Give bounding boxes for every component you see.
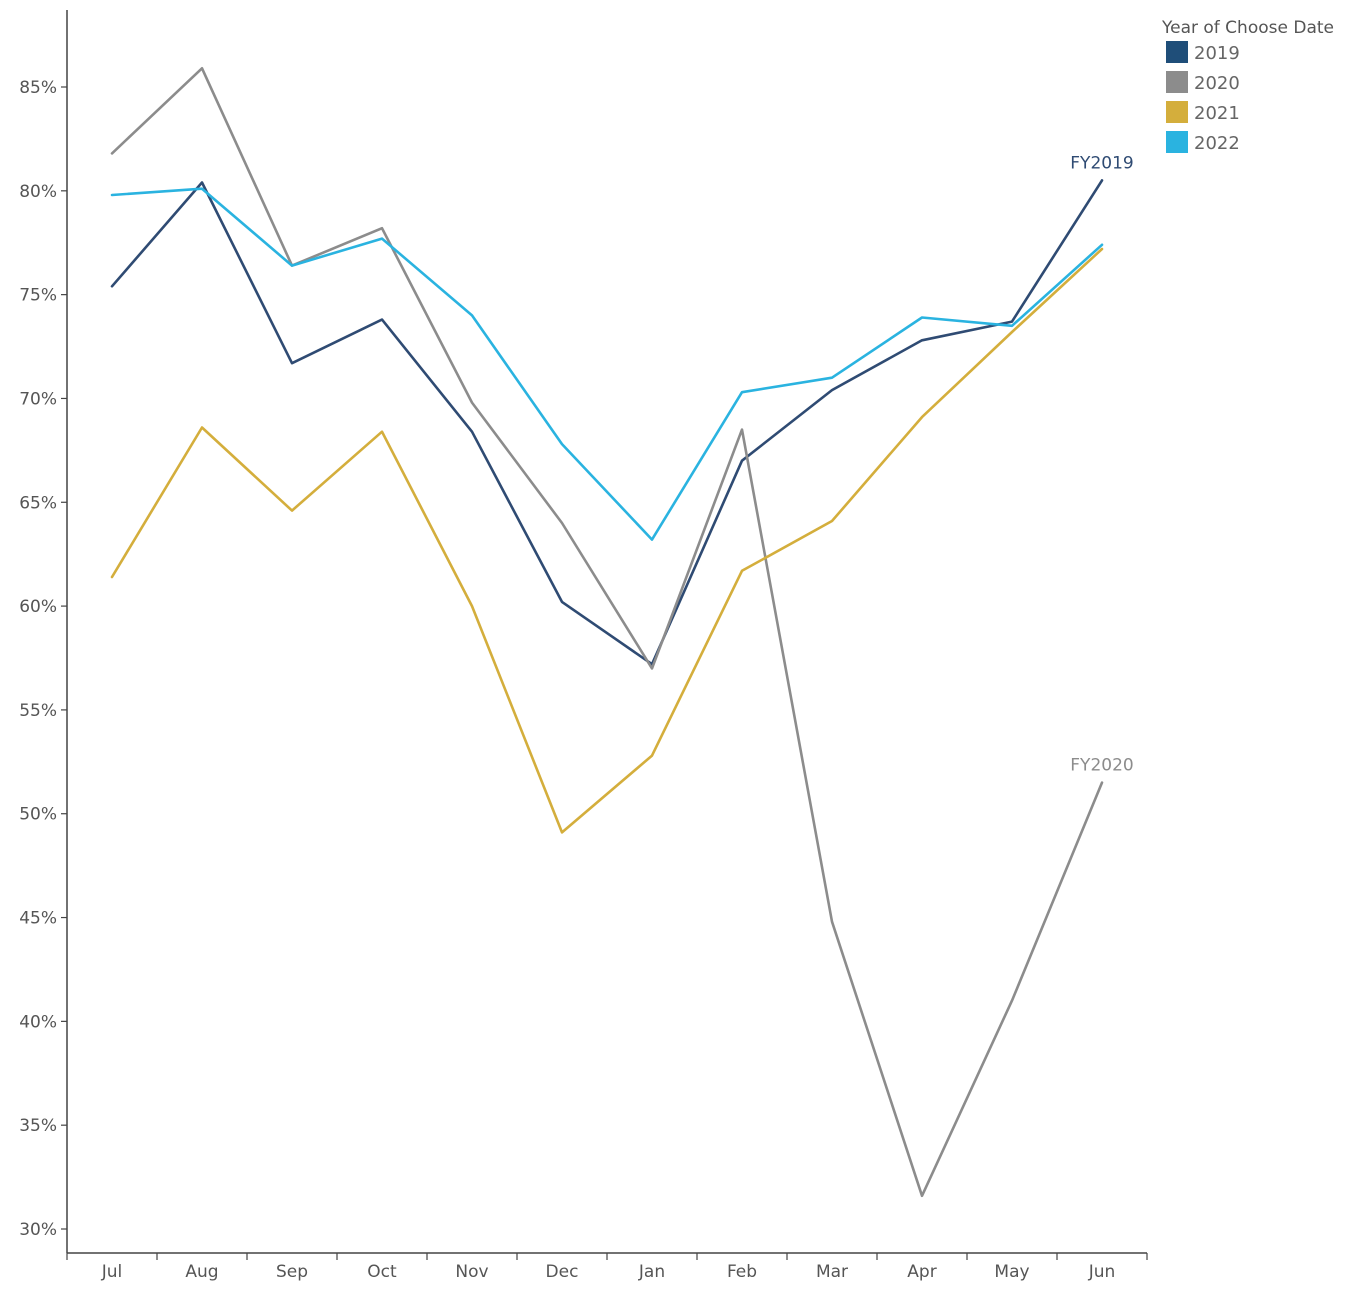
legend-label-2019: 2019 [1194, 43, 1240, 64]
y-tick-label: 85% [19, 78, 57, 98]
legend-swatch-2019 [1166, 41, 1188, 63]
legend-swatch-2022 [1166, 131, 1188, 153]
y-tick-label: 50% [19, 805, 57, 825]
y-tick-label: 55% [19, 701, 57, 721]
y-tick-label: 45% [19, 909, 57, 929]
y-tick-label: 35% [19, 1116, 57, 1136]
legend: Year of Choose Date 2019 2020 2021 2022 [1161, 18, 1334, 154]
legend-swatch-2020 [1166, 71, 1188, 93]
x-tick-label: May [994, 1262, 1029, 1282]
x-tick-label: Dec [546, 1262, 579, 1282]
y-tick-label: 60% [19, 597, 57, 617]
legend-swatch-2021 [1166, 101, 1188, 123]
annotation-fy2019: FY2019 [1070, 153, 1133, 173]
series-line-2022 [110, 187, 1104, 541]
x-tick-label: Apr [907, 1262, 936, 1282]
annotations: FY2019 FY2020 [1070, 153, 1133, 775]
y-tick-label: 75% [19, 286, 57, 306]
x-tick-label: Nov [455, 1262, 488, 1282]
y-tick-label: 80% [19, 182, 57, 202]
series-line-2019 [110, 179, 1104, 666]
x-tick-label: Jul [101, 1262, 123, 1282]
legend-label-2022: 2022 [1194, 133, 1240, 154]
y-tick-label: 40% [19, 1012, 57, 1032]
legend-title: Year of Choose Date [1161, 18, 1334, 38]
legend-label-2020: 2020 [1194, 73, 1240, 94]
x-tick-label: Jan [638, 1262, 665, 1282]
annotation-fy2020: FY2020 [1070, 756, 1133, 776]
x-tick-label: Jun [1088, 1262, 1116, 1282]
series-lines [110, 67, 1104, 1198]
series-line-2021 [110, 247, 1104, 834]
x-tick-label: Aug [185, 1262, 218, 1282]
x-tick-label: Oct [367, 1262, 397, 1282]
y-tick-label: 65% [19, 493, 57, 513]
x-tick-label: Feb [727, 1262, 757, 1282]
legend-label-2021: 2021 [1194, 103, 1240, 124]
x-tick-label: Sep [276, 1262, 308, 1282]
y-tick-label: 70% [19, 389, 57, 409]
x-tick-label: Mar [816, 1262, 848, 1282]
axes: 30% 35% 40% 45% 50% 55% 60% 65% 70% 75% 80% 85% Jul A… [19, 10, 1148, 1282]
series-line-2020 [110, 67, 1104, 1198]
y-tick-label: 30% [19, 1220, 57, 1240]
